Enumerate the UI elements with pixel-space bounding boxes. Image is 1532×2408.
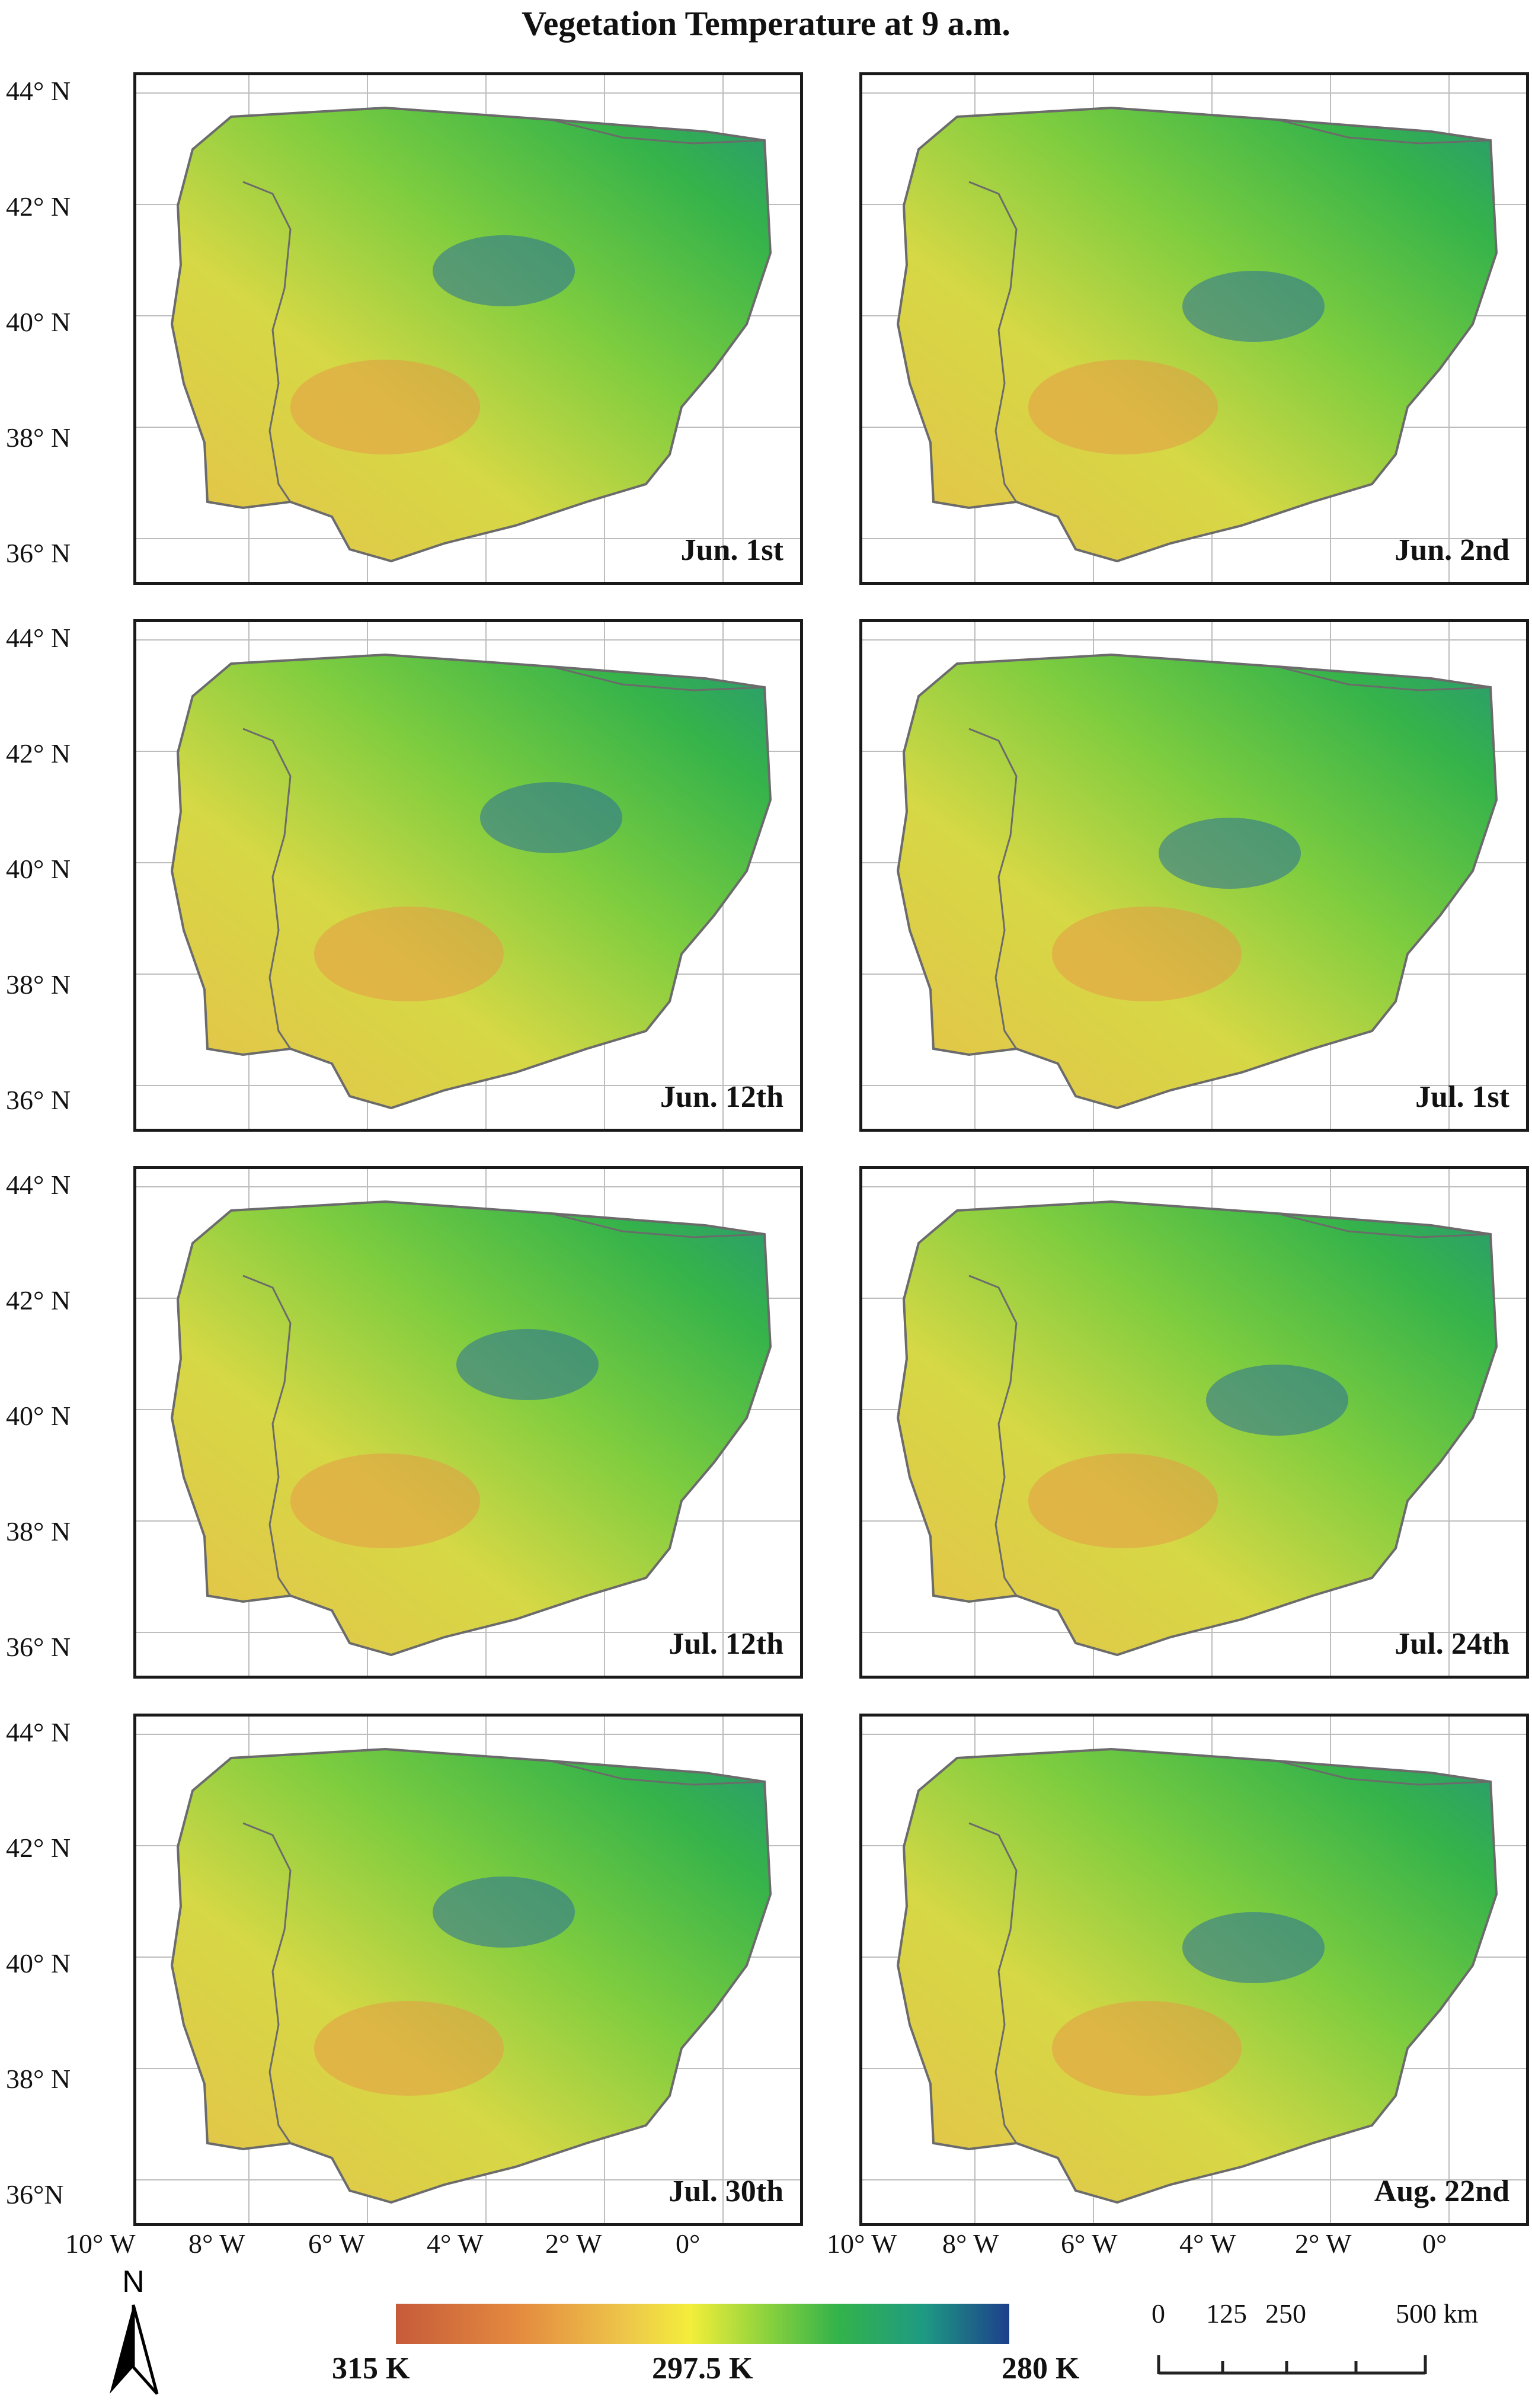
colorbar-mid-label: 297.5 K [652,2352,753,2385]
colorbar [396,2304,1009,2344]
lat-label: 40° N [6,1948,71,1978]
lon-label-left-0: 10° W [65,2228,136,2259]
lat-label: 40° N [6,1401,71,1431]
lon-label-right-3: 4° W [1179,2228,1236,2259]
map-panel: Jul. 1st [859,619,1529,1132]
map-panel: Jun. 1st [133,72,803,585]
map-panel: Jul. 30th [133,1714,803,2226]
colorbar-max-label: 280 K [1002,2352,1080,2385]
lat-label: 44° N [6,1170,71,1200]
lon-label-right-1: 8° W [942,2228,999,2259]
lat-label: 36°N [6,2179,64,2210]
panel-date-label: Jun. 1st [680,533,783,567]
north-label: N [122,2265,145,2299]
temperature-map [136,1169,800,1676]
lat-label: 36° N [6,538,71,568]
temperature-map [136,75,800,582]
lat-label: 40° N [6,307,71,337]
map-panel: Aug. 22nd [859,1714,1529,2226]
lat-label: 44° N [6,76,71,106]
panel-date-label: Jun. 12th [660,1080,783,1114]
temperature-map [862,1717,1526,2223]
figure-title: Vegetation Temperature at 9 a.m. [522,4,1010,43]
panel-date-label: Aug. 22nd [1374,2175,1509,2208]
panel-date-label: Jun. 2nd [1395,533,1509,567]
lon-label-left-5: 0° [676,2228,701,2259]
panel-date-label: Jul. 12th [669,1627,783,1661]
lat-label: 42° N [6,1833,71,1863]
temperature-map [136,622,800,1129]
lat-label: 38° N [6,969,71,1000]
lon-label-left-2: 6° W [308,2228,365,2259]
temperature-map [862,1169,1526,1676]
lat-label: 44° N [6,1717,71,1747]
panel-date-label: Jul. 1st [1415,1080,1509,1114]
lat-label: 38° N [6,422,71,453]
map-panel: Jun. 12th [133,619,803,1132]
lat-label: 42° N [6,191,71,222]
lat-label: 42° N [6,738,71,768]
colorbar-min-label: 315 K [332,2352,410,2385]
scale-label-0: 0 [1152,2298,1165,2329]
map-panel: Jul. 24th [859,1166,1529,1679]
temperature-map [136,1717,800,2223]
lat-label: 36° N [6,1632,71,1662]
lon-label-left-3: 4° W [427,2228,484,2259]
map-panel: Jul. 12th [133,1166,803,1679]
lon-label-right-2: 6° W [1061,2228,1118,2259]
lat-label: 40° N [6,854,71,884]
temperature-map [862,75,1526,582]
lon-label-left-1: 8° W [188,2228,245,2259]
lon-label-right-5: 0° [1422,2228,1447,2259]
lat-label: 36° N [6,1085,71,1115]
scale-label-125: 125 [1206,2298,1247,2329]
scale-bar [1157,2355,1427,2375]
north-arrow-icon: N [110,2265,159,2395]
panel-date-label: Jul. 24th [1395,1627,1509,1661]
map-panel: Jun. 2nd [859,72,1529,585]
scale-label-500: 500 km [1396,2298,1479,2329]
lat-label: 38° N [6,1516,71,1546]
scale-label-250: 250 [1265,2298,1306,2329]
lon-label-left-4: 2° W [545,2228,602,2259]
lat-label: 38° N [6,2064,71,2094]
lon-label-right-0: 10° W [827,2228,897,2259]
lat-label: 42° N [6,1285,71,1315]
lat-label: 44° N [6,623,71,653]
temperature-map [862,622,1526,1129]
lon-label-right-4: 2° W [1295,2228,1352,2259]
panel-date-label: Jul. 30th [669,2175,783,2208]
